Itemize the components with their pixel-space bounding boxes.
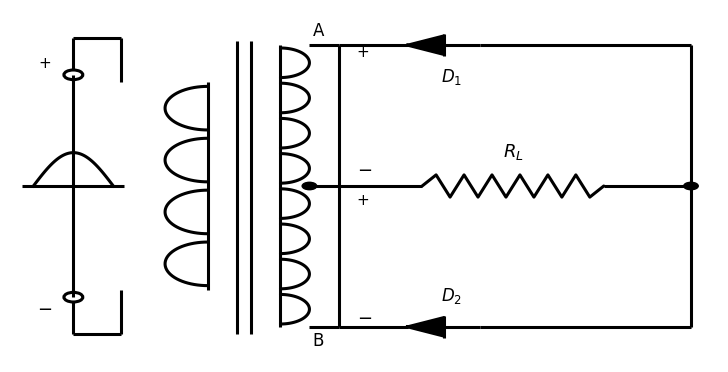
Circle shape: [302, 182, 317, 190]
Text: −: −: [36, 301, 52, 319]
Polygon shape: [408, 318, 444, 336]
Text: $R_L$: $R_L$: [502, 142, 523, 162]
Text: −: −: [357, 162, 372, 180]
Text: +: +: [357, 45, 370, 60]
Polygon shape: [408, 36, 444, 54]
Text: −: −: [357, 310, 372, 328]
Text: B: B: [312, 333, 324, 350]
Text: +: +: [38, 56, 51, 71]
Circle shape: [684, 182, 698, 190]
Text: $D_2$: $D_2$: [440, 286, 462, 307]
Text: A: A: [312, 22, 324, 39]
Text: $D_1$: $D_1$: [440, 67, 462, 87]
Text: +: +: [357, 193, 370, 208]
